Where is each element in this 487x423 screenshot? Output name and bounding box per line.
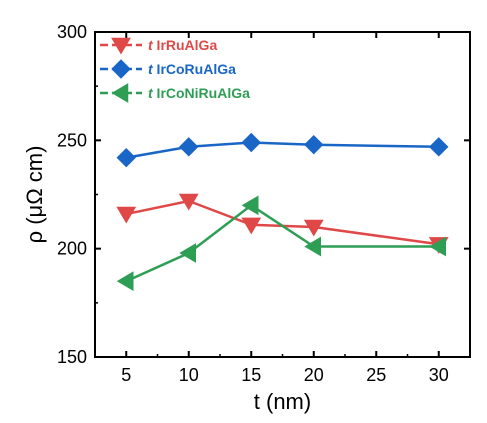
legend-label: t IrRuAlGa <box>148 37 217 53</box>
legend-label-name: IrCoRuAlGa <box>153 61 236 77</box>
x-tick-label: 5 <box>121 365 131 385</box>
series-line <box>126 141 439 159</box>
legend-entry: t IrRuAlGa <box>100 37 217 55</box>
data-point <box>304 134 324 155</box>
data-point <box>241 132 261 153</box>
legend-label-name: IrCoNiRuAlGa <box>153 85 250 101</box>
series <box>116 193 449 254</box>
x-tick-label: 25 <box>366 365 386 385</box>
data-point <box>241 217 262 235</box>
legend-label-prefix: t <box>148 37 154 53</box>
x-tick-label: 20 <box>304 365 324 385</box>
y-tick-label: 250 <box>57 130 87 150</box>
y-tick-label: 150 <box>57 347 87 367</box>
y-tick-label: 200 <box>57 239 87 259</box>
legend-label-prefix: t <box>148 61 154 77</box>
plot-area <box>94 31 471 358</box>
x-tick-label: 30 <box>429 365 449 385</box>
legend-label-prefix: t <box>148 85 154 101</box>
legend-marker <box>111 37 131 55</box>
series <box>116 195 446 292</box>
data-point <box>116 206 137 224</box>
data-point <box>304 236 321 257</box>
data-point <box>241 195 259 216</box>
legend-marker <box>111 83 129 103</box>
series-layer <box>116 132 449 292</box>
data-point <box>179 137 199 157</box>
series-line <box>125 203 439 283</box>
y-axis-title: ρ (μΩ cm) <box>22 146 47 244</box>
data-point <box>116 271 134 292</box>
legend-entry: t IrCoNiRuAlGa <box>100 83 250 103</box>
legend-label-name: IrRuAlGa <box>153 37 218 53</box>
y-tick-label: 300 <box>57 22 87 42</box>
legend-label: t IrCoNiRuAlGa <box>148 85 250 101</box>
x-tick-label: 10 <box>179 365 199 385</box>
data-point <box>116 147 136 168</box>
x-axis-title: t (nm) <box>254 389 311 414</box>
series <box>116 132 449 168</box>
x-tick-label: 15 <box>241 365 261 385</box>
data-point <box>429 236 446 257</box>
axes: 5 10 15 20 25 30 150 200 250 300 t (nm) ρ (μΩ cm) <box>22 22 470 414</box>
legend-marker <box>111 59 131 79</box>
legend-entry: t IrCoRuAlGa <box>100 59 236 79</box>
legend-label: t IrCoRuAlGa <box>148 61 236 77</box>
data-point <box>179 243 196 263</box>
data-point <box>303 219 324 237</box>
data-point <box>178 193 199 211</box>
data-point <box>429 137 449 157</box>
series-line <box>126 199 439 246</box>
plot-frame <box>94 31 471 358</box>
